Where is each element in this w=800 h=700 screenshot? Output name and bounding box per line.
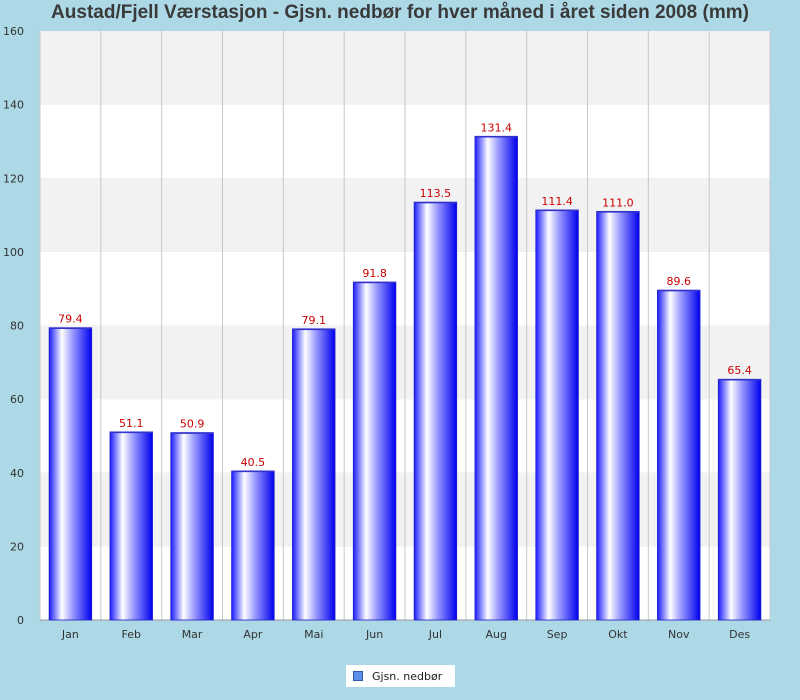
y-tick-label: 80 bbox=[10, 320, 24, 333]
y-tick-label: 40 bbox=[10, 467, 24, 480]
x-axis-ticks: Jan Feb Mar Apr Mai Jun Jul Aug Sep Okt Nov Des bbox=[61, 628, 750, 641]
bar bbox=[231, 470, 275, 621]
bar bbox=[292, 328, 336, 621]
x-tick-label: Jan bbox=[61, 628, 79, 641]
x-tick-label: Jul bbox=[428, 628, 442, 641]
legend: Gjsn. nedbør bbox=[346, 665, 455, 687]
bar bbox=[596, 210, 640, 621]
y-tick-label: 20 bbox=[10, 540, 24, 553]
value-label: 40.5 bbox=[241, 456, 266, 469]
y-tick-label: 60 bbox=[10, 393, 24, 406]
bars: 79.4 51.1 50.9 40.5 79.1 91.8 113.5 131.4 111.4 1… bbox=[48, 121, 762, 621]
bar bbox=[413, 201, 458, 621]
value-label: 51.1 bbox=[119, 417, 144, 430]
value-label: 91.8 bbox=[362, 267, 387, 280]
bar bbox=[717, 378, 762, 621]
value-label: 89.6 bbox=[667, 275, 692, 288]
x-tick-label: Feb bbox=[122, 628, 141, 641]
y-tick-label: 0 bbox=[17, 614, 24, 627]
x-tick-label: Nov bbox=[668, 628, 690, 641]
y-tick-label: 160 bbox=[3, 25, 24, 38]
value-label: 131.4 bbox=[481, 121, 513, 134]
legend-label: Gjsn. nedbør bbox=[372, 669, 443, 683]
grid-lines bbox=[39, 31, 771, 621]
bar bbox=[474, 135, 518, 621]
legend-swatch bbox=[353, 671, 363, 681]
bar bbox=[657, 289, 701, 621]
value-label: 79.1 bbox=[302, 314, 327, 327]
x-tick-label: Des bbox=[729, 628, 750, 641]
x-tick-label: Jun bbox=[365, 628, 383, 641]
x-tick-label: Aug bbox=[486, 628, 507, 641]
x-tick-label: Mar bbox=[182, 628, 203, 641]
bar bbox=[170, 432, 214, 621]
value-label: 111.4 bbox=[541, 195, 573, 208]
x-tick-label: Sep bbox=[547, 628, 568, 641]
bar bbox=[48, 327, 93, 621]
value-label: 113.5 bbox=[420, 187, 452, 200]
x-tick-label: Mai bbox=[304, 628, 323, 641]
value-label: 50.9 bbox=[180, 418, 205, 431]
bar bbox=[352, 281, 397, 621]
value-label: 65.4 bbox=[727, 364, 752, 377]
value-label: 79.4 bbox=[58, 313, 83, 326]
bar bbox=[109, 431, 153, 621]
value-label: 111.0 bbox=[602, 196, 634, 209]
y-tick-label: 120 bbox=[3, 172, 24, 185]
bar bbox=[535, 209, 579, 621]
chart-title: Austad/Fjell Værstasjon - Gjsn. nedbør f… bbox=[51, 2, 749, 23]
y-tick-label: 140 bbox=[3, 99, 24, 112]
y-tick-label: 100 bbox=[3, 246, 24, 259]
x-tick-label: Okt bbox=[608, 628, 628, 641]
x-tick-label: Apr bbox=[243, 628, 263, 641]
y-axis-ticks: 0 20 40 60 80 100 120 140 160 bbox=[3, 25, 24, 627]
